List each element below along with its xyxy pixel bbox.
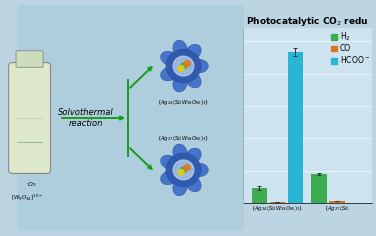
Ellipse shape (161, 155, 178, 169)
Ellipse shape (173, 178, 187, 196)
Text: $\cdot O_3$: $\cdot O_3$ (26, 180, 38, 189)
Bar (311, 174, 327, 203)
Circle shape (184, 164, 190, 171)
FancyBboxPatch shape (16, 51, 43, 67)
Ellipse shape (190, 163, 208, 177)
Bar (329, 201, 345, 203)
Circle shape (180, 63, 186, 69)
Ellipse shape (173, 75, 187, 92)
Circle shape (166, 50, 201, 83)
Circle shape (178, 169, 184, 175)
Circle shape (173, 160, 194, 180)
Ellipse shape (173, 40, 187, 58)
Text: $\{Ag_{24}(Si_2W_{18}O_{66})_3\}$: $\{Ag_{24}(Si_2W_{18}O_{66})_3\}$ (157, 98, 210, 107)
Text: $[W_9O_{34}]^{10-}$: $[W_9O_{34}]^{10-}$ (11, 193, 43, 203)
Title: Photocatalytic CO$_2$ redu: Photocatalytic CO$_2$ redu (246, 15, 369, 28)
Bar (288, 52, 303, 203)
Circle shape (184, 61, 190, 67)
Ellipse shape (185, 44, 201, 60)
Bar (270, 202, 285, 203)
Ellipse shape (185, 148, 201, 164)
Circle shape (178, 65, 184, 72)
Text: Solvothermal
reaction: Solvothermal reaction (58, 108, 114, 128)
Ellipse shape (185, 176, 201, 192)
Circle shape (173, 56, 194, 76)
Ellipse shape (185, 72, 201, 88)
Ellipse shape (161, 51, 178, 66)
Ellipse shape (161, 170, 178, 185)
FancyBboxPatch shape (9, 63, 50, 173)
Text: $\{Ag_{27}(Si_2W_{18}O_{66})_3\}$: $\{Ag_{27}(Si_2W_{18}O_{66})_3\}$ (157, 134, 210, 143)
Circle shape (180, 167, 186, 173)
FancyBboxPatch shape (17, 5, 244, 231)
Ellipse shape (161, 67, 178, 81)
Legend: H$_2$, CO, HCOO$^-$: H$_2$, CO, HCOO$^-$ (330, 30, 371, 66)
Ellipse shape (190, 59, 208, 73)
Circle shape (166, 153, 201, 186)
Ellipse shape (173, 144, 187, 161)
Bar (252, 188, 267, 203)
Y-axis label: Product (μmol): Product (μmol) (219, 87, 228, 144)
